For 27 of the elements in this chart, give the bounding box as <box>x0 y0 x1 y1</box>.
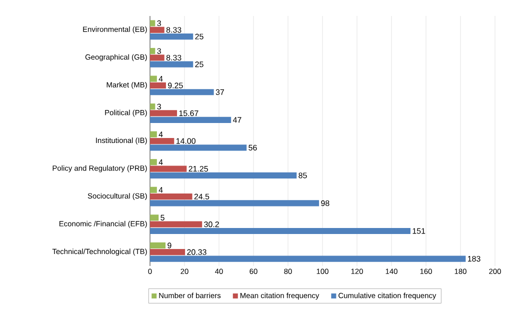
bar <box>150 166 187 172</box>
bar <box>150 20 156 26</box>
bar <box>150 54 164 61</box>
bar <box>150 221 202 228</box>
bar <box>150 76 157 82</box>
bar <box>150 89 214 96</box>
bar <box>150 131 157 138</box>
bar <box>150 200 320 206</box>
bar <box>150 26 164 33</box>
bar <box>150 242 166 249</box>
bar <box>150 159 157 166</box>
bar <box>150 138 174 144</box>
bar <box>150 48 156 54</box>
bar <box>150 110 178 116</box>
bar <box>150 214 159 221</box>
bar <box>150 228 410 234</box>
bar <box>150 249 186 256</box>
bar <box>150 34 194 40</box>
bar <box>150 104 156 110</box>
bar <box>150 82 166 89</box>
bar <box>150 194 192 200</box>
bar <box>150 186 157 193</box>
bar <box>150 116 232 123</box>
bar <box>150 61 194 68</box>
bar <box>150 256 466 262</box>
bar <box>150 144 247 151</box>
bar <box>150 172 297 179</box>
